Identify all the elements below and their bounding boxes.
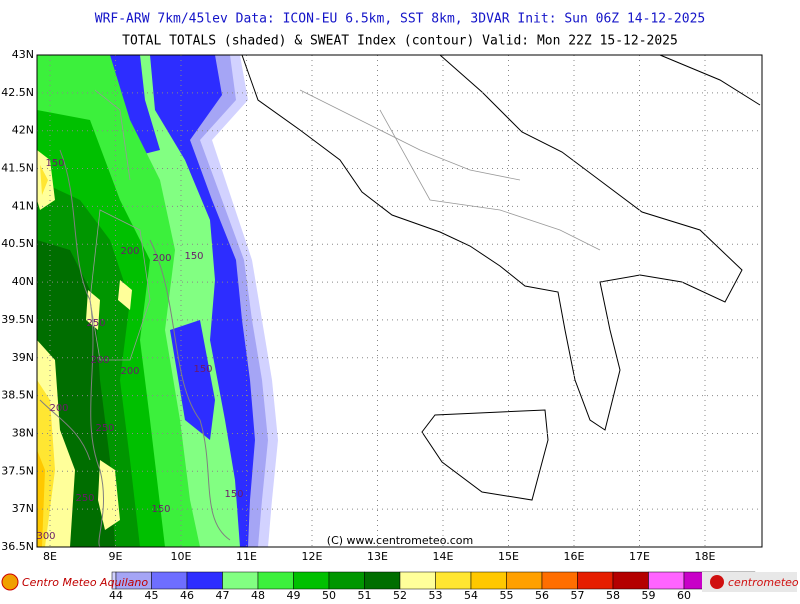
lat-label: 38.5N — [1, 389, 34, 402]
contour-label: 300 — [36, 531, 55, 542]
graticule: 43N 42.5N 42N 41.5N 41N 40.5N 40N 39.5N 39N 38.5N… — [1, 48, 762, 563]
colorbar-label: 51 — [358, 589, 372, 600]
colorbar-swatch — [470, 571, 507, 590]
colorbar-swatch — [151, 571, 188, 590]
colorbar: 44 45 46 47 48 49 50 51 52 53 54 55 56 57 58 59 60 — [109, 571, 756, 602]
borders — [89, 89, 601, 361]
contour-label: 200 — [49, 403, 68, 414]
lat-label: 39N — [12, 351, 34, 364]
colorbar-swatch — [541, 571, 578, 590]
colorbar-label: 59 — [642, 589, 656, 600]
colorbar-swatch — [293, 571, 330, 590]
credit: (C) www.centrometeo.com — [327, 534, 473, 547]
lat-label: 36.5N — [1, 540, 34, 553]
contour-label: 250 — [86, 318, 105, 329]
lat-label: 42N — [12, 124, 34, 137]
lon-label: 17E — [629, 550, 650, 563]
contour-label: 200 — [90, 355, 109, 366]
colorbar-label: 58 — [606, 589, 620, 600]
contour-label: 150 — [193, 364, 212, 375]
colorbar-swatch — [186, 571, 223, 590]
lon-label: 8E — [43, 550, 57, 563]
contour-label: 200 — [152, 253, 171, 264]
colorbar-label: 56 — [535, 589, 549, 600]
lat-label: 39.5N — [1, 313, 34, 326]
lat-label: 43N — [12, 48, 34, 61]
lon-label: 9E — [109, 550, 123, 563]
coastlines — [241, 54, 761, 501]
contour-label: 150 — [151, 504, 170, 515]
lat-label: 37N — [12, 502, 34, 515]
contours — [39, 149, 231, 548]
colorbar-swatch — [257, 571, 294, 590]
lat-label: 42.5N — [1, 86, 34, 99]
shaded-field — [37, 55, 278, 547]
map-frame: 150 200 200 150 250 200 200 150 200 250 … — [1, 48, 763, 563]
logo-right: centrometeo — [702, 572, 799, 592]
colorbar-label: 54 — [464, 589, 478, 600]
colorbar-label: 48 — [251, 589, 265, 600]
header-line1: WRF-ARW 7km/45lev Data: ICON-EU 6.5km, S… — [95, 12, 705, 27]
contour-label: 150 — [224, 489, 243, 500]
contour-labels: 150 200 200 150 250 200 200 150 200 250 … — [36, 158, 243, 542]
logo-left-text: Centro Meteo Aquilano — [22, 576, 148, 589]
colorbar-label: 52 — [393, 589, 407, 600]
colorbar-swatch — [577, 571, 614, 590]
header-line2: TOTAL TOTALS (shaded) & SWEAT Index (con… — [122, 34, 678, 49]
colorbar-swatch — [435, 571, 472, 590]
colorbar-label: 55 — [500, 589, 514, 600]
colorbar-label: 49 — [287, 589, 301, 600]
contour-label: 200 — [120, 366, 139, 377]
logo-left: Centro Meteo Aquilano — [1, 573, 148, 591]
lat-label: 40N — [12, 275, 34, 288]
lat-label: 41N — [12, 199, 34, 212]
colorbar-label: 50 — [322, 589, 336, 600]
colorbar-label: 45 — [145, 589, 159, 600]
map-border — [36, 54, 763, 548]
colorbar-swatch — [506, 571, 543, 590]
lat-label: 41.5N — [1, 162, 34, 175]
lat-label: 40.5N — [1, 237, 34, 250]
colorbar-label: 57 — [571, 589, 585, 600]
lon-label: 11E — [236, 550, 257, 563]
colorbar-swatch — [648, 571, 685, 590]
lon-label: 13E — [367, 550, 388, 563]
colorbar-label: 46 — [180, 589, 194, 600]
colorbar-swatch — [364, 571, 401, 590]
contour-label: 200 — [120, 246, 139, 257]
colorbar-swatch — [612, 571, 649, 590]
lat-label: 37.5N — [1, 464, 34, 477]
colorbar-label: 60 — [677, 589, 691, 600]
lon-label: 16E — [564, 550, 585, 563]
colorbar-label: 44 — [109, 589, 123, 600]
lat-label: 38N — [12, 426, 34, 439]
lon-label: 10E — [171, 550, 192, 563]
colorbar-swatch — [222, 571, 259, 590]
contour-label: 150 — [184, 251, 203, 262]
logo-right-text: centrometeo — [728, 576, 799, 589]
colorbar-swatch — [399, 571, 436, 590]
colorbar-label: 47 — [216, 589, 230, 600]
contour-label: 150 — [45, 158, 64, 169]
colorbar-label: 53 — [429, 589, 443, 600]
contour-label: 250 — [75, 493, 94, 504]
lon-label: 15E — [498, 550, 519, 563]
contour-label: 250 — [95, 423, 114, 434]
lon-label: 18E — [695, 550, 716, 563]
colorbar-swatch — [328, 571, 365, 590]
lon-label: 12E — [302, 550, 323, 563]
lon-label: 14E — [433, 550, 454, 563]
